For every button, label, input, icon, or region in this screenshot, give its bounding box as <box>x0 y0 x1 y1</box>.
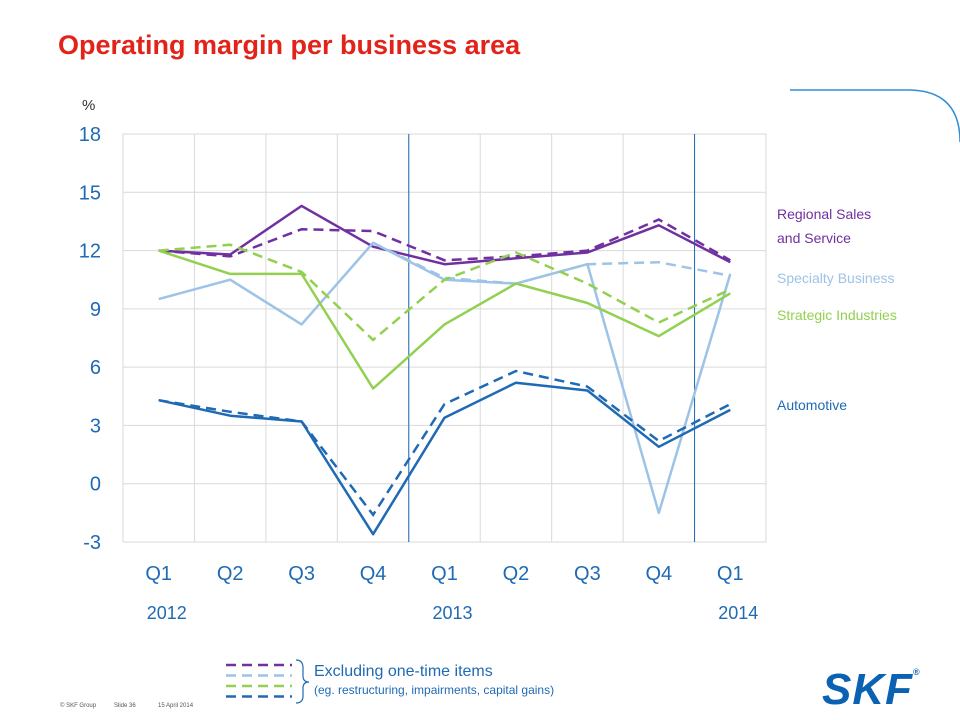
y-tick-label: 0 <box>90 474 101 496</box>
y-tick-label: 9 <box>90 299 101 321</box>
x-tick-label: Q1 <box>431 563 458 585</box>
y-tick-label: 18 <box>79 124 101 146</box>
legend-label: Automotive <box>777 397 847 413</box>
footer-slide: Slide 36 <box>114 703 136 709</box>
series-line-specialty-business-excluding-one-time <box>372 241 731 285</box>
series-line-automotive-excluding-one-time <box>158 369 731 517</box>
skf-logo: SKF® <box>822 665 921 714</box>
series-line-regional-sales-and-service-excluding-one-time <box>158 218 731 262</box>
note-brace <box>295 659 310 704</box>
excluding-note-sub: (eg. restructuring, impairments, capital… <box>314 683 555 697</box>
x-tick-label: Q3 <box>288 563 315 585</box>
x-tick-label: Q4 <box>645 563 672 585</box>
footer-date: 15 April 2014 <box>158 703 194 709</box>
legend-label: Specialty Business <box>777 270 895 286</box>
series-line-strategic-industries <box>158 249 731 390</box>
x-tick-label: Q3 <box>574 563 601 585</box>
year-label: 2013 <box>432 603 472 623</box>
series-line-specialty-business <box>158 241 732 515</box>
y-axis-unit-label: % <box>82 97 95 114</box>
x-tick-label: Q2 <box>217 563 244 585</box>
y-tick-label: 3 <box>90 415 101 437</box>
x-tick-label: Q4 <box>360 563 387 585</box>
decorative-corner-arc <box>790 89 960 143</box>
footer-copyright: © SKF Group <box>60 703 97 709</box>
legend-label: Strategic Industries <box>777 307 897 323</box>
x-tick-label: Q1 <box>145 563 172 585</box>
series-line-regional-sales-and-service <box>158 204 731 266</box>
year-label: 2012 <box>147 603 187 623</box>
legend-label: Regional Sales <box>777 206 871 222</box>
legend-label: and Service <box>777 230 851 246</box>
y-tick-label: 6 <box>90 357 101 379</box>
year-label: 2014 <box>718 603 758 623</box>
series-line-automotive <box>158 381 731 536</box>
y-tick-label: 15 <box>79 182 101 204</box>
page-title: Operating margin per business area <box>58 30 521 60</box>
y-tick-label: 12 <box>79 241 101 263</box>
y-tick-label: -3 <box>83 532 101 554</box>
excluding-note-main: Excluding one-time items <box>314 663 493 680</box>
x-tick-label: Q2 <box>503 563 530 585</box>
x-tick-label: Q1 <box>717 563 744 585</box>
series-line-strategic-industries-excluding-one-time <box>158 243 731 342</box>
